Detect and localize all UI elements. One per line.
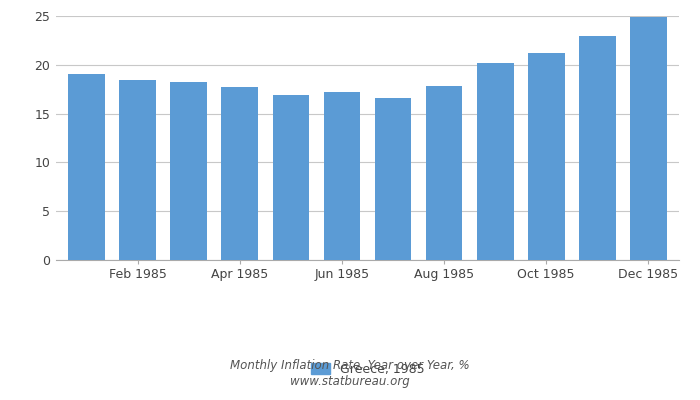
Bar xyxy=(170,82,207,260)
Bar xyxy=(374,98,412,260)
Bar xyxy=(119,80,156,260)
Bar xyxy=(630,17,666,260)
Bar xyxy=(477,63,514,260)
Bar xyxy=(528,53,565,260)
Bar xyxy=(323,92,360,260)
Bar xyxy=(579,36,616,260)
Bar xyxy=(426,86,463,260)
Bar xyxy=(272,95,309,260)
Legend: Greece, 1985: Greece, 1985 xyxy=(306,358,429,381)
Text: Monthly Inflation Rate, Year over Year, %: Monthly Inflation Rate, Year over Year, … xyxy=(230,360,470,372)
Bar xyxy=(221,87,258,260)
Text: www.statbureau.org: www.statbureau.org xyxy=(290,376,410,388)
Bar xyxy=(69,74,105,260)
